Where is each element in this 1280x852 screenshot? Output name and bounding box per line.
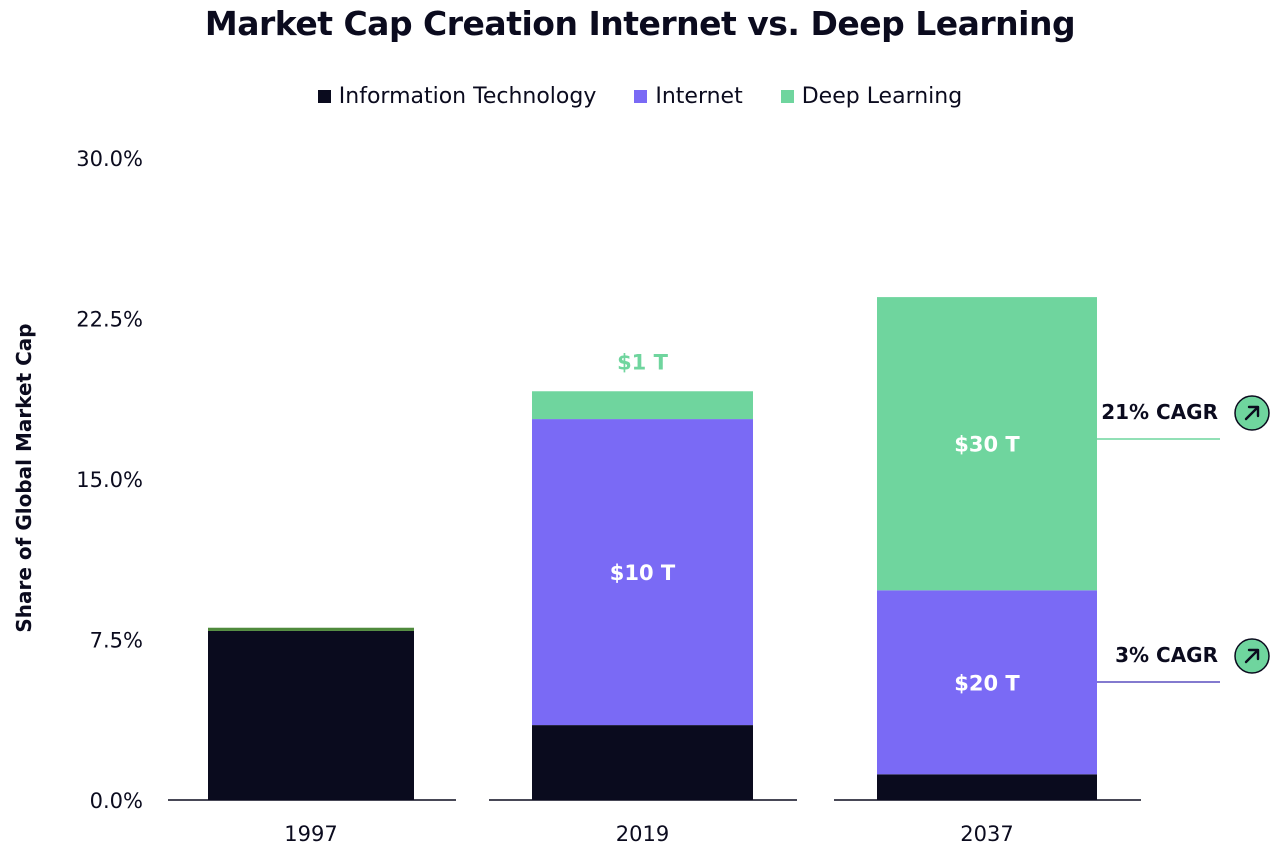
cagr-label: 3% CAGR [1115,643,1218,667]
bar-segment [208,630,414,800]
x-tick-label: 1997 [284,822,337,846]
arrow-up-right-glyph [1244,405,1260,421]
legend: Information Technology Internet Deep Lea… [0,84,1280,109]
legend-item-information-technology: Information Technology [317,84,597,109]
legend-label-internet: Internet [655,84,743,109]
bar-segment [532,725,753,800]
x-tick-label: 2037 [960,822,1013,846]
y-tick-label: 15.0% [76,468,143,492]
legend-label-deep-learning: Deep Learning [801,84,963,109]
bar-segment-label: $10 T [610,561,676,585]
bar-segment-label: $30 T [954,433,1020,457]
legend-item-deep-learning: Deep Learning [780,84,963,109]
bar-segment-label: $20 T [954,671,1020,695]
y-tick-label: 30.0% [76,147,143,171]
legend-label-information-technology: Information Technology [338,84,597,109]
bar-segment [877,774,1097,800]
y-tick-label: 22.5% [76,308,143,332]
bar-total-label: $1 T [617,350,669,374]
bar-segment [877,297,1097,591]
y-tick-label: 0.0% [90,789,143,813]
bar-segment [532,391,753,420]
y-tick-label: 7.5% [90,629,143,653]
bar-segment [208,627,414,631]
bar-segment [532,419,753,726]
chart-title: Market Cap Creation Internet vs. Deep Le… [204,4,1076,43]
arrow-up-right-glyph [1244,648,1260,664]
cagr-label: 21% CAGR [1101,400,1218,424]
legend-swatch-information-technology [317,90,331,103]
legend-swatch-deep-learning [780,90,794,103]
x-tick-label: 2019 [616,822,669,846]
legend-swatch-internet [634,90,648,103]
bar-segment [877,590,1097,775]
legend-item-internet: Internet [634,84,743,109]
